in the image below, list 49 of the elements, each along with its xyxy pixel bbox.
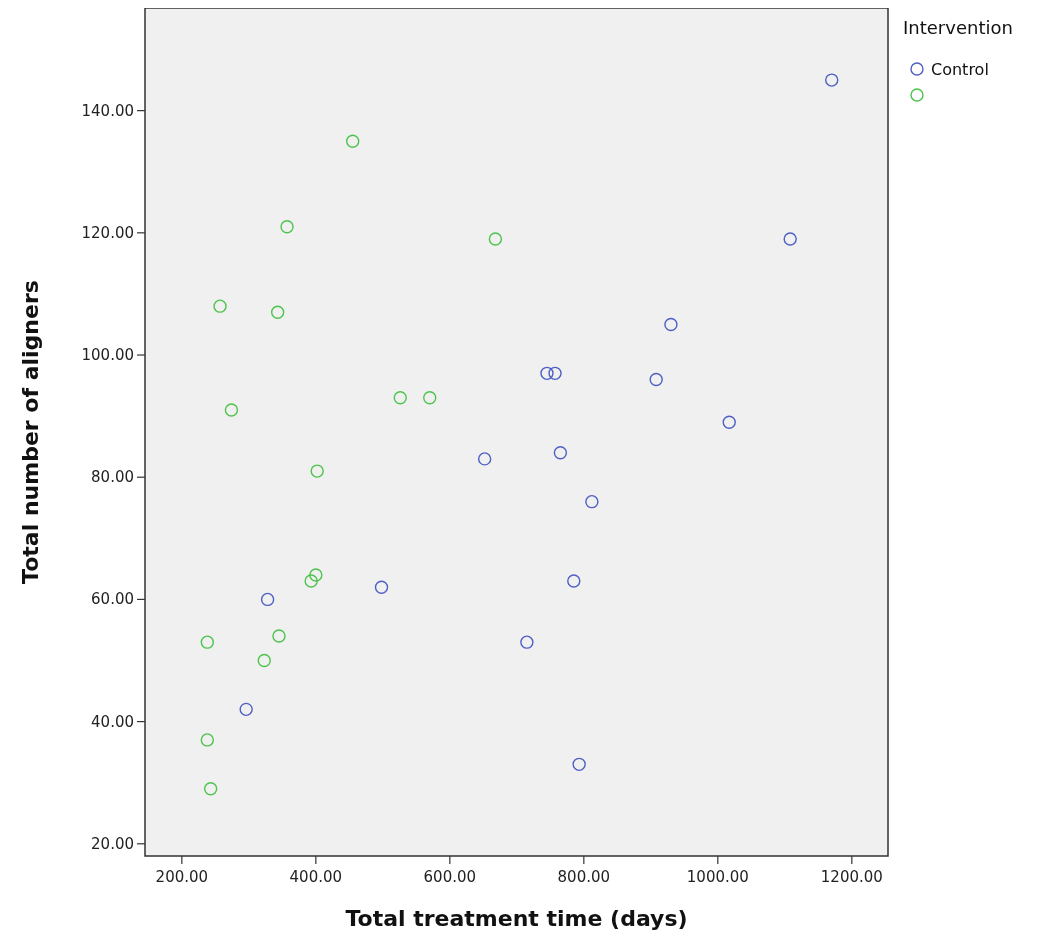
point bbox=[722, 415, 736, 429]
y-axis-title: Total number of aligners bbox=[18, 280, 43, 584]
point bbox=[374, 580, 389, 594]
legend-title: Intervention bbox=[903, 17, 1013, 38]
point bbox=[280, 220, 294, 234]
x-tick-label: 200.00 bbox=[155, 868, 209, 886]
x-tick-label: 400.00 bbox=[289, 868, 343, 886]
y-tick-label: 140.00 bbox=[81, 101, 134, 120]
y-tick-label: 20.00 bbox=[91, 834, 134, 853]
point bbox=[477, 452, 492, 466]
y-tick-label: 120.00 bbox=[81, 223, 134, 242]
y-tick-label: 40.00 bbox=[91, 712, 134, 731]
point bbox=[213, 299, 227, 313]
y-tick-label: 60.00 bbox=[91, 590, 134, 609]
point bbox=[649, 372, 663, 387]
point bbox=[224, 403, 239, 417]
x-tick-label: 800.00 bbox=[557, 868, 611, 886]
point bbox=[239, 702, 253, 717]
point bbox=[260, 592, 275, 607]
point bbox=[310, 464, 324, 478]
point bbox=[585, 494, 599, 509]
point bbox=[664, 317, 678, 332]
point bbox=[272, 629, 286, 643]
point bbox=[393, 391, 407, 405]
point bbox=[567, 574, 581, 588]
x-tick-label: 1000.00 bbox=[686, 868, 749, 886]
point bbox=[553, 446, 568, 460]
point bbox=[257, 653, 271, 668]
point bbox=[783, 232, 797, 246]
point bbox=[423, 391, 437, 405]
point bbox=[345, 134, 360, 148]
y-tick-label: 80.00 bbox=[91, 468, 134, 487]
point bbox=[548, 366, 562, 381]
x-axis-title: Total treatment time (days) bbox=[345, 906, 688, 931]
point bbox=[270, 305, 285, 319]
x-tick-label: 600.00 bbox=[423, 868, 477, 886]
point bbox=[203, 782, 218, 796]
point bbox=[825, 73, 839, 87]
point bbox=[304, 574, 318, 588]
point bbox=[309, 568, 323, 582]
point bbox=[200, 635, 215, 649]
point bbox=[488, 232, 503, 246]
point bbox=[540, 366, 554, 381]
point bbox=[572, 757, 586, 772]
x-tick-label: 1200.00 bbox=[820, 868, 883, 886]
point bbox=[200, 733, 215, 747]
legend-label: Control bbox=[931, 60, 989, 79]
y-tick-label: 100.00 bbox=[81, 346, 134, 365]
point bbox=[520, 635, 534, 649]
